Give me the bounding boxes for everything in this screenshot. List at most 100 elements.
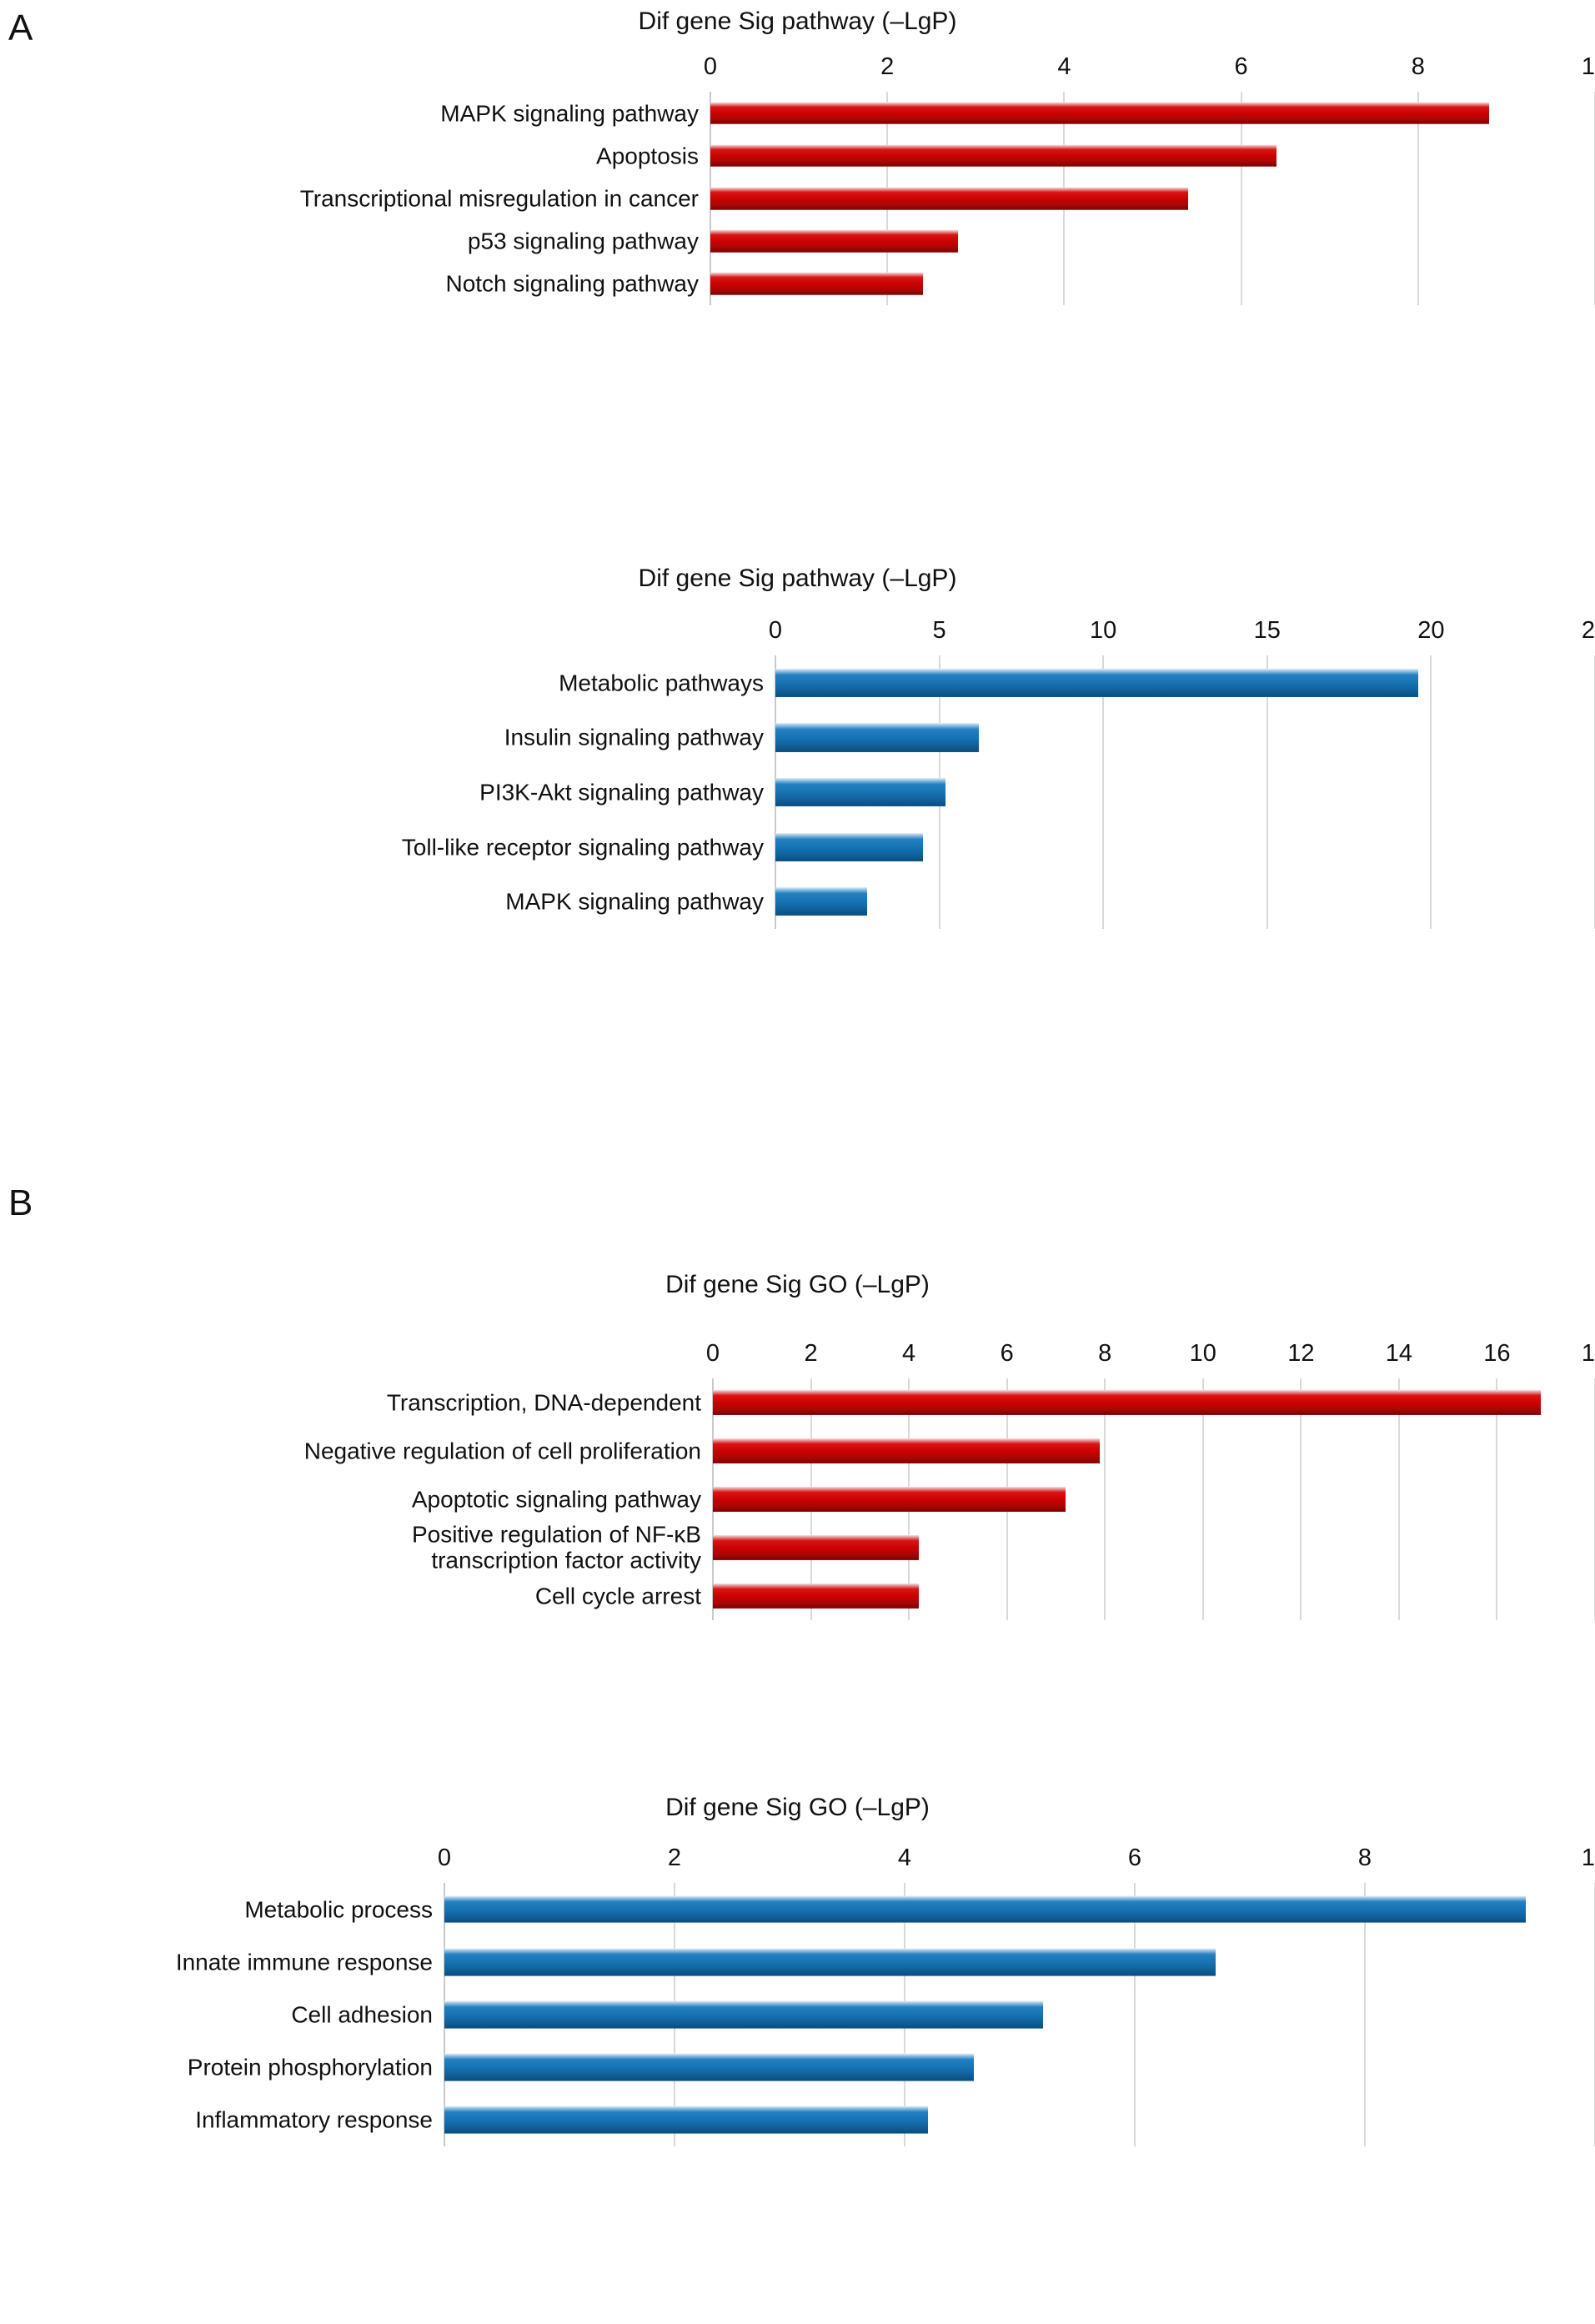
x-tick-label: 4 — [897, 1845, 912, 1871]
x-tick-label: 14 — [1385, 1340, 1413, 1367]
plot-area — [444, 1883, 1595, 2146]
bar — [710, 229, 959, 253]
x-tick-label: 20 — [1417, 617, 1445, 644]
category-label: Cell adhesion — [291, 2001, 433, 2028]
x-tick-label: 4 — [902, 1340, 916, 1367]
category-axis: MAPK signaling pathway Apoptosis Transcrip… — [0, 55, 710, 305]
category-label: Transcription, DNA-dependent — [386, 1389, 701, 1416]
x-tick-label: 10 — [1581, 53, 1595, 80]
x-tick-label: 2 — [804, 1340, 818, 1367]
bar — [713, 1583, 919, 1609]
category-label: Innate immune response — [175, 1949, 433, 1975]
x-tick-label: 0 — [768, 617, 783, 644]
bar — [444, 1895, 1527, 1924]
bar — [444, 1948, 1216, 1976]
category-label: Apoptotic signaling pathway — [411, 1486, 701, 1513]
category-label: Notch signaling pathway — [445, 270, 699, 297]
bar — [775, 832, 923, 861]
category-label: Cell cycle arrest — [534, 1583, 701, 1609]
bar — [775, 887, 868, 916]
plot-region: 0 2 4 6 8 10 — [438, 1845, 1595, 2146]
plot-wrapper: Metabolic pathways Insulin signaling path… — [0, 619, 1595, 929]
x-tick-label: 10 — [1090, 617, 1117, 644]
plot-area — [712, 1378, 1595, 1620]
category-label: Metabolic process — [244, 1895, 433, 1922]
bar — [710, 187, 1188, 210]
gridline — [1102, 655, 1105, 929]
gridline — [1240, 92, 1242, 305]
chart-dif-gene-sig-pathway-up: Dif gene Sig pathway (–LgP) MAPK signali… — [0, 7, 1595, 305]
bar — [713, 1389, 1542, 1416]
x-tick-label: 10 — [1581, 1845, 1595, 1871]
bar — [713, 1438, 1101, 1464]
plot-region: 0 5 10 15 20 25 — [769, 617, 1595, 929]
category-label: Toll-like receptor signaling pathway — [401, 833, 764, 860]
gridline — [1397, 1378, 1400, 1620]
x-tick-label: 2 — [880, 53, 895, 80]
chart-dif-gene-sig-go-up: Dif gene Sig GO (–LgP) Transcription, DN… — [0, 1270, 1595, 1620]
bar — [444, 2053, 974, 2081]
gridline — [1201, 1378, 1204, 1620]
x-tick-label: 6 — [1000, 1340, 1014, 1367]
category-label: PI3K-Akt signaling pathway — [479, 779, 764, 806]
x-tick-label: 10 — [1189, 1340, 1216, 1367]
x-tick-label: 8 — [1098, 1340, 1112, 1367]
gridline — [1266, 655, 1268, 929]
plot-region: 0 2 4 6 8 10 12 14 16 18 — [706, 1340, 1595, 1620]
gridline — [1364, 1883, 1366, 2146]
plot-region: 0 2 4 6 8 10 — [704, 53, 1595, 305]
x-tick-label: 0 — [437, 1845, 452, 1871]
plot-area — [710, 92, 1595, 305]
bar — [775, 668, 1418, 697]
category-label: Apoptosis — [596, 143, 699, 169]
x-tick-label: 0 — [703, 53, 718, 80]
x-axis-ticks: 0 2 4 6 8 10 12 14 16 18 — [706, 1340, 1595, 1378]
x-tick-label: 8 — [1357, 1845, 1372, 1871]
x-axis-ticks: 0 5 10 15 20 25 — [769, 617, 1595, 655]
bar — [775, 777, 946, 807]
category-label: MAPK signaling pathway — [440, 99, 699, 126]
x-axis-ticks: 0 2 4 6 8 10 — [438, 1845, 1595, 1883]
panel-label-a: A — [8, 8, 33, 48]
x-tick-label: 16 — [1483, 1340, 1511, 1367]
x-tick-label: 25 — [1581, 617, 1595, 644]
bar — [713, 1534, 919, 1561]
x-tick-label: 6 — [1127, 1845, 1142, 1871]
panel-label-b: B — [8, 1182, 33, 1223]
x-tick-label: 0 — [705, 1340, 720, 1367]
chart-title: Dif gene Sig GO (–LgP) — [665, 1794, 930, 1821]
x-tick-label: 2 — [667, 1845, 682, 1871]
category-label: p53 signaling pathway — [467, 228, 699, 254]
category-axis: Transcription, DNA-dependent Negative reg… — [0, 1342, 713, 1620]
category-axis: Metabolic pathways Insulin signaling path… — [0, 619, 775, 929]
category-label: Protein phosphorylation — [187, 2054, 433, 2081]
category-label: Positive regulation of NF-κB transcripti… — [411, 1521, 701, 1574]
gridline — [1134, 1883, 1136, 2146]
x-tick-label: 15 — [1253, 617, 1281, 644]
gridline — [1417, 92, 1419, 305]
bar — [444, 2106, 928, 2134]
x-tick-label: 18 — [1581, 1340, 1595, 1367]
bar — [710, 102, 1489, 124]
plot-wrapper: Transcription, DNA-dependent Negative reg… — [0, 1342, 1595, 1620]
x-tick-label: 8 — [1411, 53, 1425, 80]
category-label: Metabolic pathways — [559, 670, 764, 696]
category-label: Transcriptional misregulation in cancer — [299, 185, 699, 212]
plot-wrapper: MAPK signaling pathway Apoptosis Transcrip… — [0, 55, 1595, 305]
x-tick-label: 4 — [1057, 53, 1071, 80]
category-axis: Metabolic process Innate immune response C… — [0, 1846, 444, 2146]
chart-dif-gene-sig-go-down: Dif gene Sig GO (–LgP) Metabolic process… — [0, 1793, 1595, 2146]
chart-title: Dif gene Sig pathway (–LgP) — [638, 565, 957, 592]
bar — [713, 1486, 1066, 1513]
bar — [710, 144, 1277, 168]
x-tick-label: 5 — [932, 617, 946, 644]
category-label: Insulin signaling pathway — [504, 724, 764, 750]
category-label: Negative regulation of cell proliferatio… — [303, 1438, 701, 1464]
category-label: MAPK signaling pathway — [505, 888, 764, 915]
gridline — [1104, 1378, 1106, 1620]
gridline — [1430, 655, 1432, 929]
plot-area — [775, 655, 1595, 929]
bar — [775, 723, 979, 752]
category-label: Inflammatory response — [195, 2106, 433, 2133]
x-tick-label: 6 — [1234, 53, 1248, 80]
